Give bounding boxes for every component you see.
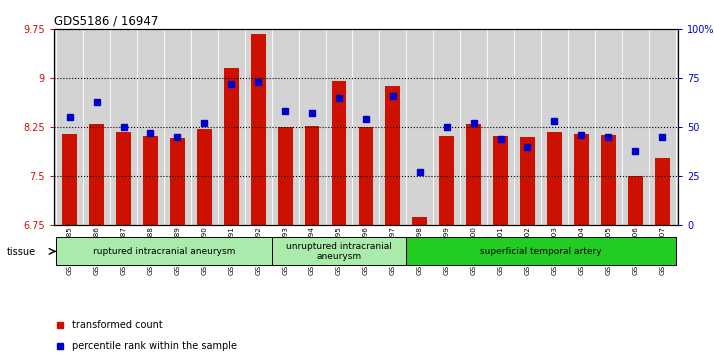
Bar	[143, 135, 158, 225]
Bar	[628, 176, 643, 225]
Bar	[547, 132, 562, 225]
Bar	[331, 81, 346, 225]
Bar	[278, 127, 293, 225]
Text: ruptured intracranial aneurysm: ruptured intracranial aneurysm	[93, 247, 235, 256]
Bar	[56, 237, 271, 265]
Bar	[170, 138, 185, 225]
Text: transformed count: transformed count	[72, 321, 163, 330]
Text: superficial temporal artery: superficial temporal artery	[480, 247, 602, 256]
Bar	[251, 34, 266, 225]
Bar	[386, 86, 401, 225]
Bar	[601, 135, 615, 225]
Bar	[413, 217, 427, 225]
Bar	[406, 237, 675, 265]
Bar	[62, 134, 77, 225]
Bar	[224, 68, 238, 225]
Bar	[305, 126, 319, 225]
Bar	[116, 132, 131, 225]
Text: tissue: tissue	[7, 247, 36, 257]
Bar	[520, 137, 535, 225]
Bar	[89, 124, 104, 225]
Text: percentile rank within the sample: percentile rank within the sample	[72, 341, 237, 351]
Bar	[197, 129, 212, 225]
Bar	[493, 135, 508, 225]
Text: unruptured intracranial
aneurysm: unruptured intracranial aneurysm	[286, 242, 392, 261]
Bar	[655, 158, 670, 225]
Bar	[271, 237, 406, 265]
Bar	[439, 135, 454, 225]
Bar	[466, 124, 481, 225]
Bar	[574, 134, 589, 225]
Bar	[358, 127, 373, 225]
Text: GDS5186 / 16947: GDS5186 / 16947	[54, 15, 158, 28]
